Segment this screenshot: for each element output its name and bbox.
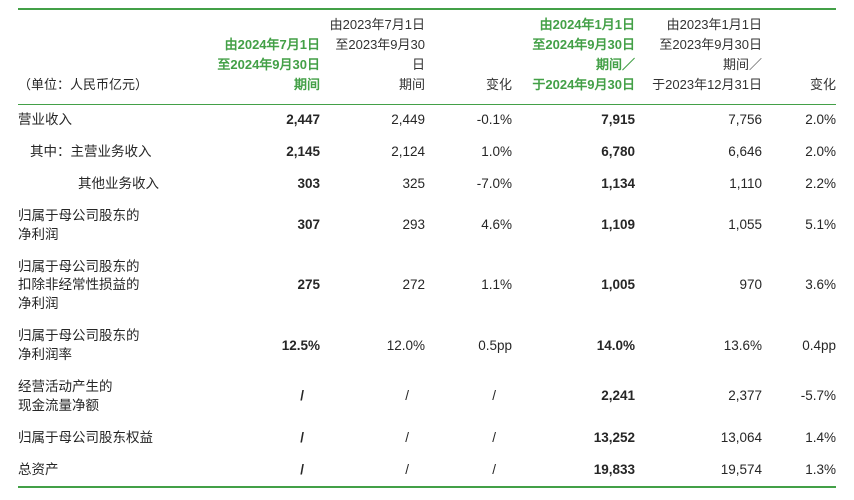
row-label: 其他业务收入: [78, 175, 159, 191]
value-cell: 275: [297, 277, 320, 293]
value-cell: 970: [739, 277, 762, 293]
unit-label: （单位：人民币亿元）: [18, 77, 149, 93]
value-cell: 12.5%: [281, 337, 320, 353]
value-cell: /: [492, 461, 496, 477]
value-cell: 2,449: [391, 112, 425, 128]
value-cell: 1,005: [601, 277, 635, 293]
col-header-ytd-2023: 由2023年1月1日 至2023年9月30日 期间／ 于2023年12月31日: [652, 17, 762, 93]
table-row: 其中：主营业务收入 2,145 2,124 1.0% 6,780 6,646 2.0%: [18, 136, 836, 168]
value-cell: 307: [297, 217, 320, 233]
value-cell: /: [300, 429, 304, 445]
value-cell: 0.4pp: [802, 337, 836, 353]
value-cell: 2.0%: [805, 112, 836, 128]
value-cell: 2,377: [728, 388, 762, 404]
value-cell: 6,646: [728, 143, 762, 159]
value-cell: 19,833: [593, 461, 635, 477]
table-row: 营业收入 2,447 2,449 -0.1% 7,915 7,756 2.0%: [18, 104, 836, 136]
row-label: 其中：主营业务收入: [30, 143, 152, 159]
value-cell: 13.6%: [723, 337, 762, 353]
value-cell: 2,241: [601, 388, 635, 404]
col-header-change-2: 变化: [809, 77, 836, 93]
col-header-period-q3-2024: 由2024年7月1日 至2024年9月30日 期间: [217, 37, 320, 93]
financial-summary-table: （单位：人民币亿元） 由2024年7月1日 至2024年9月30日 期间 由20…: [18, 8, 836, 489]
value-cell: 2,447: [286, 112, 320, 128]
row-label: 归属于母公司股东的 扣除非经常性损益的 净利润: [18, 258, 140, 312]
value-cell: 272: [402, 277, 425, 293]
value-cell: 13,252: [593, 429, 635, 445]
value-cell: /: [405, 429, 409, 445]
value-cell: 1.1%: [481, 277, 512, 293]
value-cell: 7,915: [601, 112, 635, 128]
value-cell: 5.1%: [805, 217, 836, 233]
row-label: 归属于母公司股东的 净利润率: [18, 328, 140, 363]
row-label: 总资产: [18, 461, 59, 477]
value-cell: /: [300, 461, 304, 477]
value-cell: -5.7%: [800, 388, 836, 404]
table-row: 归属于母公司股东权益 / / / 13,252 13,064 1.4%: [18, 422, 836, 454]
table-row: 经营活动产生的 现金流量净额 / / / 2,241 2,377 -5.7%: [18, 371, 836, 422]
col-header-change-1: 变化: [485, 77, 512, 93]
value-cell: /: [405, 461, 409, 477]
value-cell: 1,110: [729, 175, 762, 191]
value-cell: -7.0%: [476, 175, 512, 191]
value-cell: 1.4%: [805, 429, 836, 445]
value-cell: 2,124: [391, 143, 425, 159]
table-row: 归属于母公司股东的 扣除非经常性损益的 净利润 275 272 1.1% 1,005 97…: [18, 251, 836, 321]
table-row: 总资产 / / / 19,833 19,574 1.3%: [18, 454, 836, 487]
value-cell: 6,780: [601, 143, 635, 159]
row-label: 归属于母公司股东的 净利润: [18, 207, 140, 242]
header-row: （单位：人民币亿元） 由2024年7月1日 至2024年9月30日 期间 由20…: [18, 9, 836, 105]
value-cell: 2.0%: [805, 143, 836, 159]
row-label: 营业收入: [18, 112, 72, 128]
row-label: 经营活动产生的 现金流量净额: [18, 378, 113, 413]
value-cell: 325: [402, 175, 425, 191]
value-cell: 14.0%: [596, 337, 635, 353]
value-cell: 2.2%: [805, 175, 836, 191]
value-cell: 303: [297, 175, 320, 191]
value-cell: 1,055: [728, 217, 762, 233]
value-cell: 0.5pp: [478, 337, 512, 353]
value-cell: 3.6%: [805, 277, 836, 293]
table-row: 其他业务收入 303 325 -7.0% 1,134 1,110 2.2%: [18, 168, 836, 200]
table-row: 归属于母公司股东的 净利润 307 293 4.6% 1,109 1,055 5.1%: [18, 200, 836, 251]
value-cell: 1,134: [601, 175, 635, 191]
value-cell: -0.1%: [476, 112, 512, 128]
value-cell: 13,064: [720, 429, 762, 445]
value-cell: /: [492, 388, 496, 404]
value-cell: 4.6%: [481, 217, 512, 233]
value-cell: 1.3%: [805, 461, 836, 477]
col-header-ytd-2024: 由2024年1月1日 至2024年9月30日 期间／ 于2024年9月30日: [532, 17, 635, 93]
table-row: 归属于母公司股东的 净利润率 12.5% 12.0% 0.5pp 14.0% 13.6% 0…: [18, 321, 836, 372]
value-cell: 2,145: [286, 143, 320, 159]
value-cell: 12.0%: [386, 337, 425, 353]
value-cell: /: [492, 429, 496, 445]
value-cell: 1,109: [601, 217, 635, 233]
col-header-period-q3-2023: 由2023年7月1日 至2023年9月30日 期间: [329, 17, 425, 93]
value-cell: /: [405, 388, 409, 404]
table-body: 营业收入 2,447 2,449 -0.1% 7,915 7,756 2.0% 其中：主营业务…: [18, 104, 836, 487]
value-cell: /: [300, 388, 304, 404]
value-cell: 19,574: [720, 461, 762, 477]
value-cell: 7,756: [728, 112, 762, 128]
value-cell: 1.0%: [481, 143, 512, 159]
value-cell: 293: [402, 217, 425, 233]
page: （单位：人民币亿元） 由2024年7月1日 至2024年9月30日 期间 由20…: [18, 8, 836, 489]
row-label: 归属于母公司股东权益: [18, 429, 153, 445]
